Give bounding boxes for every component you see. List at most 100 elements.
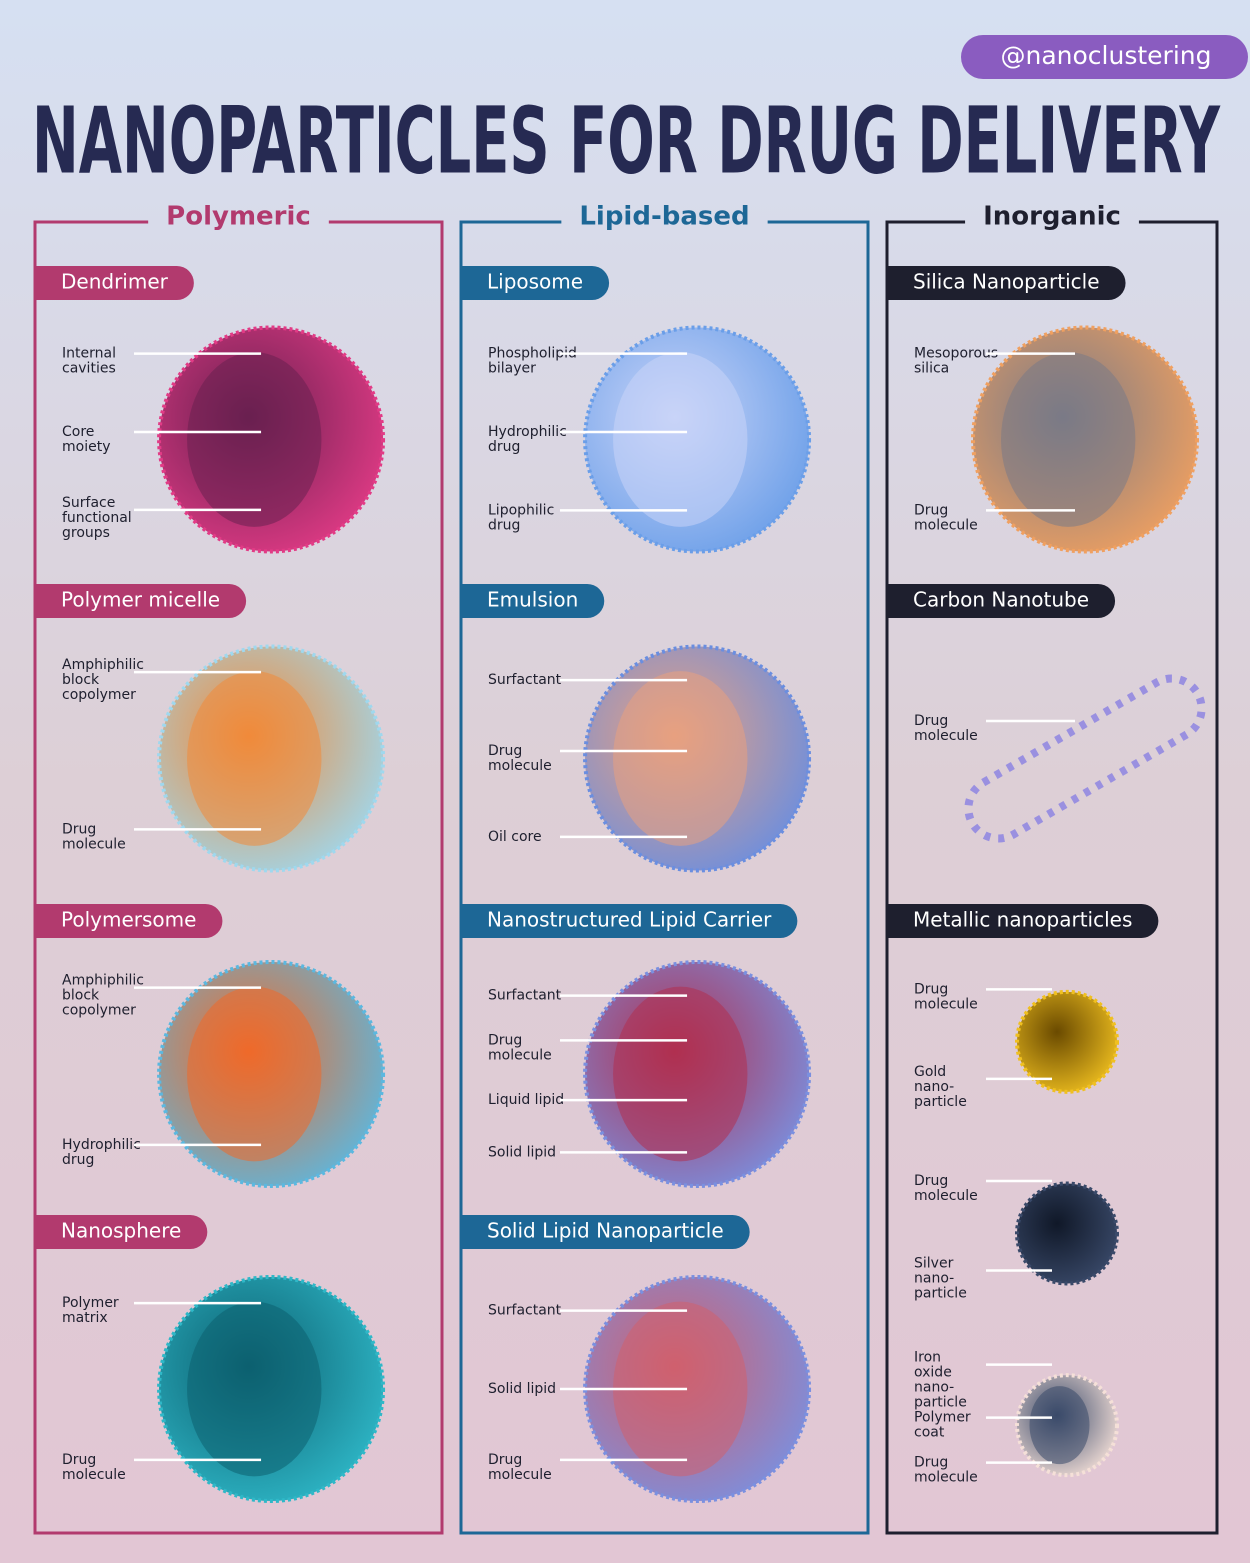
label: Amphiphilic	[62, 657, 144, 673]
label: matrix	[62, 1310, 108, 1326]
item-pill	[461, 266, 610, 300]
particle-core	[1000, 352, 1136, 527]
item-pill	[887, 584, 1116, 618]
label: drug	[488, 439, 520, 455]
particle-core	[613, 986, 748, 1162]
label: molecule	[914, 996, 978, 1012]
item-name: Liposome	[487, 270, 583, 294]
item-pill	[35, 904, 223, 938]
column-frame	[33, 220, 444, 1535]
label: Drug	[914, 502, 948, 518]
label: Drug	[914, 1173, 948, 1189]
label: Hydrophilic	[62, 1137, 141, 1153]
particle	[1015, 1181, 1119, 1286]
particle	[1015, 989, 1119, 1094]
label: Drug	[914, 981, 948, 997]
label: molecule	[62, 1467, 126, 1483]
label: nano-	[914, 1380, 954, 1396]
label: Drug	[914, 1455, 948, 1471]
particle-core	[187, 352, 322, 527]
label: cavities	[62, 361, 116, 377]
label: drug	[62, 1152, 94, 1168]
item-name: Dendrimer	[61, 270, 169, 294]
label: Oil core	[488, 829, 542, 845]
label: molecule	[914, 728, 978, 744]
label: Silver	[914, 1256, 954, 1272]
label: coat	[914, 1425, 945, 1441]
label: Solid lipid	[488, 1381, 556, 1397]
label: Polymer	[914, 1410, 971, 1426]
label: Drug	[62, 1452, 96, 1468]
label: Surfactant	[488, 988, 562, 1004]
label: Drug	[488, 1032, 522, 1048]
item-pill	[887, 266, 1126, 300]
item-name: Silica Nanoparticle	[913, 270, 1100, 294]
label: Iron	[914, 1350, 941, 1366]
column-title: Lipid-based	[579, 202, 749, 232]
item-pill	[461, 1215, 750, 1249]
label: nano-	[914, 1271, 954, 1287]
column-frame	[885, 220, 1219, 1535]
particle-core	[187, 671, 322, 846]
item-name: Solid Lipid Nanoparticle	[487, 1219, 724, 1243]
item-pill	[35, 1215, 208, 1249]
label: Gold	[914, 1064, 946, 1080]
label: block	[62, 672, 100, 688]
label: particle	[914, 1395, 967, 1411]
label: Drug	[488, 743, 522, 759]
handle: @nanoclustering	[1001, 41, 1212, 70]
label: molecule	[62, 836, 126, 852]
label: oxide	[914, 1365, 952, 1381]
label: drug	[488, 517, 520, 533]
label: particle	[914, 1094, 967, 1110]
item-name: Carbon Nanotube	[913, 588, 1089, 612]
label: bilayer	[488, 361, 536, 377]
item-pill	[35, 266, 194, 300]
label: Phospholipid	[488, 346, 577, 362]
label: Core	[62, 424, 94, 440]
item-name: Nanosphere	[61, 1219, 181, 1243]
label: Mesoporous	[914, 346, 998, 362]
label: Drug	[62, 821, 96, 837]
label: molecule	[488, 758, 552, 774]
column-title: Polymeric	[166, 202, 311, 232]
item-pill	[461, 584, 605, 618]
item-pill	[35, 584, 247, 618]
nanotube	[964, 674, 1206, 843]
label: Liquid lipid	[488, 1092, 564, 1108]
label: molecule	[914, 517, 978, 533]
label: molecule	[488, 1047, 552, 1063]
item-name: Polymersome	[61, 908, 196, 932]
label: Internal	[62, 346, 116, 362]
item-name: Nanostructured Lipid Carrier	[487, 908, 772, 932]
label: Surfactant	[488, 1303, 562, 1319]
label: groups	[62, 525, 110, 541]
label: block	[62, 988, 100, 1004]
column-frame	[459, 220, 870, 1535]
particle-core	[187, 1301, 322, 1477]
item-pill	[887, 904, 1159, 938]
label: Surface	[62, 495, 115, 511]
item-name: Polymer micelle	[61, 588, 220, 612]
particle-core	[613, 352, 748, 527]
label: molecule	[914, 1188, 978, 1204]
label: Lipophilic	[488, 502, 554, 518]
particle-core	[613, 671, 748, 846]
particle-core	[1029, 1386, 1090, 1465]
label: particle	[914, 1286, 967, 1302]
label: nano-	[914, 1079, 954, 1095]
label: Hydrophilic	[488, 424, 567, 440]
item-name: Metallic nanoparticles	[913, 908, 1132, 932]
label: Polymer	[62, 1295, 119, 1311]
label: functional	[62, 510, 132, 526]
label: Amphiphilic	[62, 973, 144, 989]
column-title: Inorganic	[983, 202, 1121, 232]
label: molecule	[914, 1470, 978, 1486]
item-pill	[461, 904, 798, 938]
item-name: Emulsion	[487, 588, 578, 612]
handle-pill	[961, 35, 1248, 79]
label: Surfactant	[488, 672, 562, 688]
label: moiety	[62, 439, 110, 455]
